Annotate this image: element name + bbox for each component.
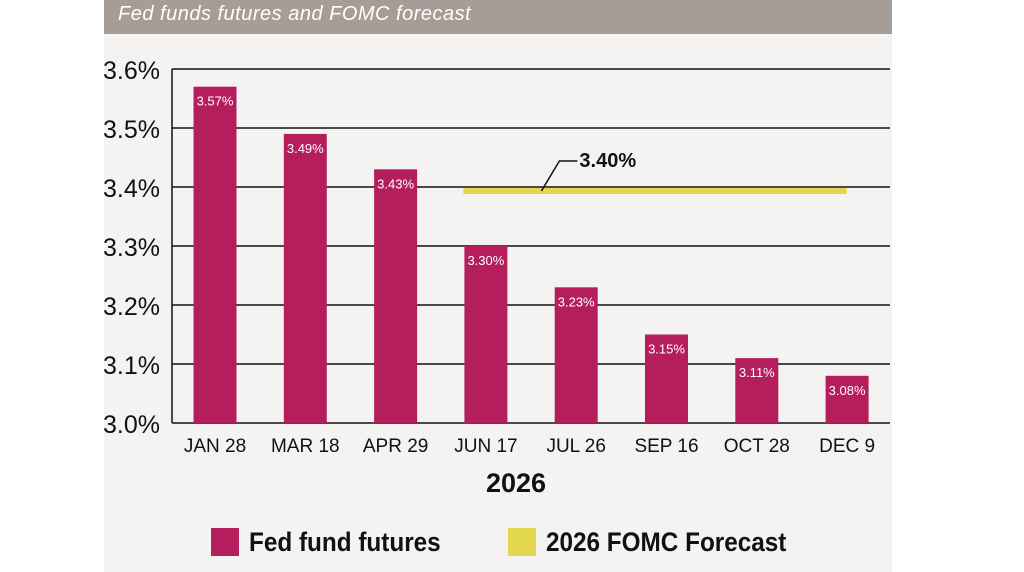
y-tick-label: 3.3% bbox=[103, 234, 160, 262]
legend-swatch-futures bbox=[210, 528, 239, 556]
bar-data-label: 3.43% bbox=[377, 176, 414, 191]
legend: Fed fund futures 2026 FOMC Forecast bbox=[0, 522, 1024, 562]
x-tick-label: DEC 9 bbox=[819, 436, 875, 457]
title-bar: Fed funds futures and FOMC forecast bbox=[104, 0, 892, 34]
gridlines bbox=[171, 68, 890, 424]
x-tick-label: APR 29 bbox=[363, 436, 428, 457]
forecast-value-label: 3.40% bbox=[579, 150, 636, 172]
bar bbox=[825, 375, 869, 423]
bar-data-label: 3.15% bbox=[648, 342, 685, 357]
x-tick-label: SEP 16 bbox=[634, 436, 698, 457]
forecast-series: 3.40% bbox=[463, 150, 847, 194]
forecast-line bbox=[463, 188, 847, 194]
y-tick-label: 3.0% bbox=[103, 411, 160, 439]
bar bbox=[283, 133, 327, 423]
legend-swatch-forecast bbox=[507, 528, 536, 556]
legend-label-forecast: 2026 FOMC Forecast bbox=[545, 526, 787, 557]
bar bbox=[464, 246, 508, 423]
bar bbox=[193, 86, 237, 423]
y-tick-label: 3.1% bbox=[103, 352, 160, 380]
x-tick-label: JAN 28 bbox=[184, 436, 246, 457]
x-axis-title: 2026 bbox=[486, 468, 546, 498]
y-tick-label: 3.4% bbox=[103, 175, 160, 203]
bar-data-label: 3.30% bbox=[467, 253, 504, 268]
legend-item-forecast: 2026 FOMC Forecast bbox=[507, 526, 813, 558]
y-tick-label: 3.6% bbox=[103, 57, 160, 85]
x-tick-label: JUL 26 bbox=[546, 436, 606, 457]
bar bbox=[374, 169, 418, 423]
bar bbox=[735, 358, 779, 423]
y-axis: 3.0% 3.1% 3.2% 3.3% 3.4% 3.5% 3.6% bbox=[103, 57, 160, 439]
legend-label-futures: Fed fund futures bbox=[248, 526, 441, 557]
bar bbox=[645, 334, 688, 423]
bar bbox=[554, 287, 598, 423]
bar-data-label: 3.49% bbox=[287, 141, 324, 156]
bars: 3.57% 3.49% 3.43% 3.30% 3.23% 3.15% 3.11% 3.08% bbox=[193, 86, 869, 423]
x-axis: JAN 28 MAR 18 APR 29 JUN 17 JUL 26 SEP 16 OCT … bbox=[184, 436, 875, 457]
chart-title: Fed funds futures and FOMC forecast bbox=[118, 3, 472, 25]
x-tick-label: JUN 17 bbox=[454, 436, 517, 457]
forecast-leader-line bbox=[540, 160, 578, 192]
legend-item-futures: Fed fund futures bbox=[210, 526, 462, 558]
x-tick-label: OCT 28 bbox=[724, 436, 790, 457]
bar-data-label: 3.08% bbox=[829, 383, 866, 398]
bar-data-label: 3.11% bbox=[739, 365, 775, 380]
bar-data-label: 3.57% bbox=[197, 94, 234, 109]
x-tick-label: MAR 18 bbox=[271, 436, 340, 457]
bar-data-label: 3.23% bbox=[558, 294, 595, 309]
y-tick-label: 3.5% bbox=[103, 116, 160, 144]
y-tick-label: 3.2% bbox=[103, 293, 160, 321]
